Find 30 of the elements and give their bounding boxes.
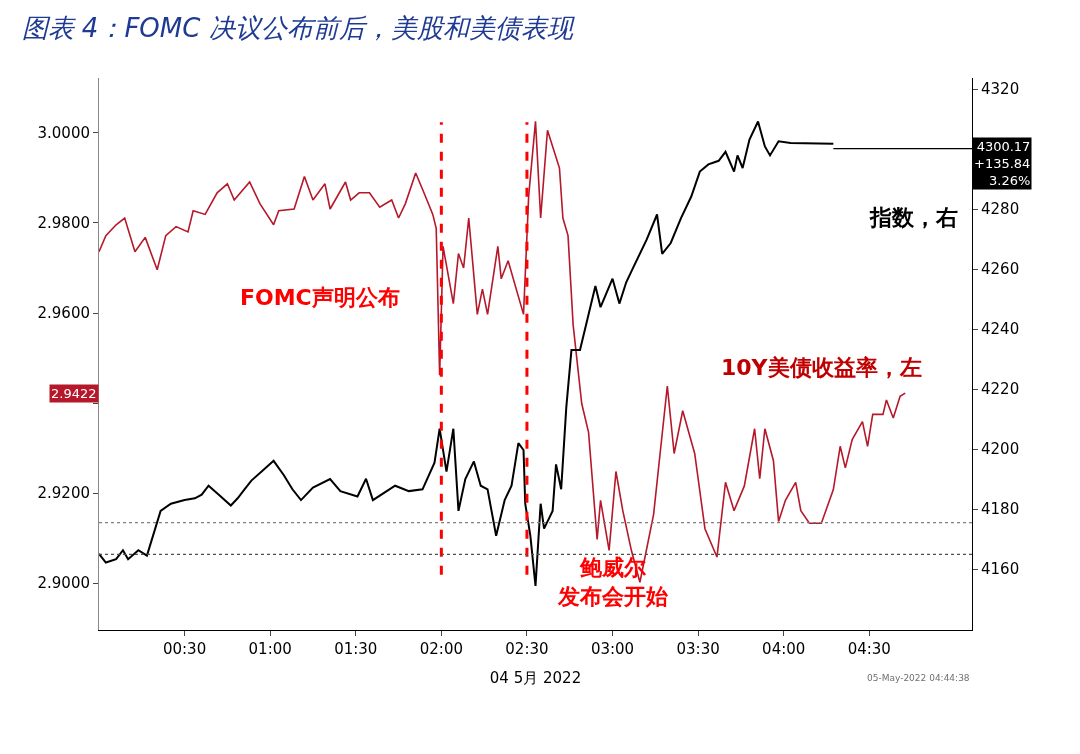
text: 05-May-2022 04:44:38 bbox=[867, 673, 970, 683]
y2-tick-label: 4280 bbox=[981, 200, 1020, 219]
chart-title: 图表 4：FOMC 决议公布前后，美股和美债表现 bbox=[21, 13, 575, 44]
x-tick-label: 04:30 bbox=[847, 640, 891, 658]
annotation: 指数，右 bbox=[869, 205, 958, 230]
y-tick-label: 2.9800 bbox=[37, 214, 90, 233]
x-tick-label: 00:30 bbox=[162, 640, 207, 658]
x-tick-label: 01:30 bbox=[334, 640, 378, 658]
x-tick-label: 04:00 bbox=[762, 640, 806, 658]
annotation: 10Y美债收益率，左 bbox=[721, 355, 922, 380]
y2-tick-label: 4220 bbox=[981, 380, 1020, 399]
annotation: FOMC声明公布 bbox=[240, 285, 400, 310]
text: 2.9422 bbox=[51, 386, 97, 401]
y2-tick-label: 4200 bbox=[981, 440, 1020, 459]
y-tick-label: 3.0000 bbox=[37, 124, 90, 143]
ref-line-label: 4300.17 +135.84 3.26% bbox=[974, 139, 1031, 188]
y-tick-label: 2.9200 bbox=[37, 484, 90, 503]
x-tick-label: 03:00 bbox=[590, 640, 635, 658]
x-tick-label: 02:00 bbox=[419, 640, 463, 658]
x-tick-label: 03:30 bbox=[676, 640, 720, 658]
y2-tick-label: 4240 bbox=[981, 320, 1020, 339]
y2-tick-label: 4260 bbox=[981, 260, 1020, 279]
y2-tick-label: 4180 bbox=[981, 500, 1020, 519]
y2-tick-label: 4160 bbox=[981, 560, 1020, 579]
x-axis-title: 04 5月 2022 bbox=[489, 669, 582, 687]
y-tick-label: 2.9600 bbox=[37, 304, 90, 323]
x-tick-label: 02:30 bbox=[505, 640, 549, 658]
y2-tick-label: 4320 bbox=[981, 80, 1020, 99]
x-tick-label: 01:00 bbox=[248, 640, 292, 658]
y-tick-label: 2.9000 bbox=[37, 574, 90, 593]
